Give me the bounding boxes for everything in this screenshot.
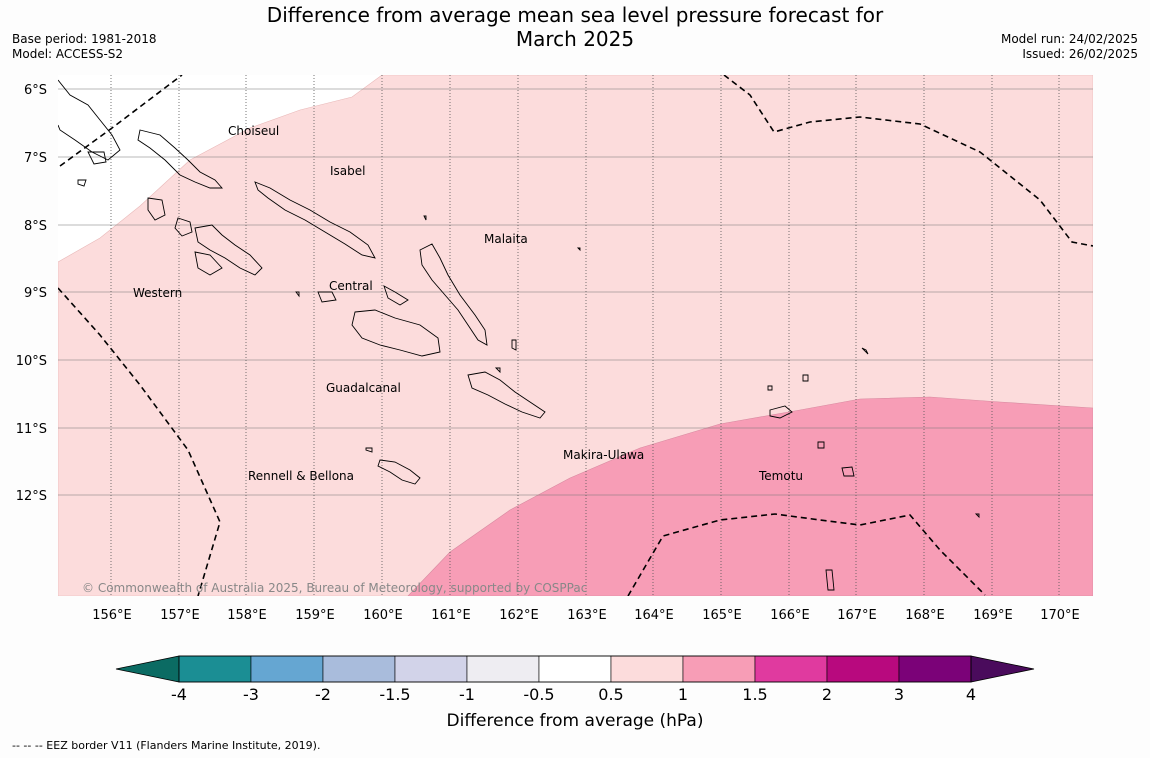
map-title: Difference from average mean sea level p… bbox=[240, 3, 910, 51]
rennell-island bbox=[365, 447, 421, 485]
colorbar-cell bbox=[826, 655, 900, 683]
colorbar-tick-label: 3 bbox=[894, 685, 904, 704]
colorbar: -4 -3 -2 -1.5 -1 -0.5 0.5 1 1.5 2 3 4 Difference fr… bbox=[115, 655, 1035, 731]
lon-label: 158°E bbox=[227, 608, 267, 623]
base-period: Base period: 1981-2018 bbox=[12, 32, 157, 46]
colorbar-extend-left bbox=[115, 655, 180, 683]
lon-label: 170°E bbox=[1040, 608, 1080, 623]
colorbar-cell bbox=[322, 655, 396, 683]
lon-label: 157°E bbox=[160, 608, 200, 623]
colorbar-cell bbox=[178, 655, 252, 683]
region-label-malaita: Malaita bbox=[484, 232, 528, 246]
colorbar-tick-label: 4 bbox=[966, 685, 976, 704]
lat-label: 7°S bbox=[24, 151, 47, 166]
eez-footnote: -- -- -- EEZ border V11 (Flanders Marine… bbox=[12, 739, 321, 752]
lon-label: 164°E bbox=[634, 608, 674, 623]
lon-label: 161°E bbox=[431, 608, 471, 623]
santa-cruz-islands bbox=[295, 215, 980, 591]
colorbar-cell bbox=[610, 655, 684, 683]
lon-label: 166°E bbox=[770, 608, 810, 623]
colorbar-cell bbox=[250, 655, 324, 683]
colorbar-cell bbox=[898, 655, 972, 683]
colorbar-title: Difference from average (hPa) bbox=[447, 711, 704, 731]
eez-borders bbox=[58, 75, 1093, 596]
lon-label: 168°E bbox=[905, 608, 945, 623]
region-label-makira-ulawa: Makira-Ulawa bbox=[563, 448, 644, 462]
colorbar-tick-label: -1.5 bbox=[379, 685, 410, 704]
lat-label: 12°S bbox=[16, 489, 47, 504]
region-label-isabel: Isabel bbox=[330, 164, 365, 178]
lat-label: 9°S bbox=[24, 286, 47, 301]
colorbar-tick-label: 0.5 bbox=[598, 685, 623, 704]
lat-label: 8°S bbox=[24, 219, 47, 234]
lon-label: 167°E bbox=[837, 608, 877, 623]
guadalcanal-island bbox=[351, 309, 441, 357]
region-labels: Choiseul Isabel Malaita Western Central … bbox=[133, 124, 803, 483]
lon-label: 156°E bbox=[92, 608, 132, 623]
map-area: Choiseul Isabel Malaita Western Central … bbox=[58, 75, 1093, 596]
map-figure: Choiseul Isabel Malaita Western Central … bbox=[16, 75, 1093, 731]
title-line-2: March 2025 bbox=[515, 27, 635, 51]
lon-label: 160°E bbox=[363, 608, 403, 623]
lon-label: 169°E bbox=[973, 608, 1013, 623]
meta-left: Base period: 1981-2018 Model: ACCESS-S2 bbox=[12, 32, 157, 62]
colorbar-tick-label: -3 bbox=[243, 685, 259, 704]
region-label-rennell-bellona: Rennell & Bellona bbox=[248, 469, 354, 483]
choiseul-island bbox=[137, 129, 223, 189]
meta-right: Model run: 24/02/2025 Issued: 26/02/2025 bbox=[1001, 32, 1138, 62]
isabel-island bbox=[254, 181, 376, 259]
colorbar-tick-label: 2 bbox=[822, 685, 832, 704]
lat-label: 11°S bbox=[16, 422, 47, 437]
issued-date: Issued: 26/02/2025 bbox=[1022, 47, 1138, 61]
region-label-western: Western bbox=[133, 286, 182, 300]
colorbar-cell bbox=[394, 655, 468, 683]
region-label-choiseul: Choiseul bbox=[228, 124, 279, 138]
lat-gridlines bbox=[58, 88, 1093, 496]
colorbar-tick-label: -0.5 bbox=[523, 685, 554, 704]
model-run: Model run: 24/02/2025 bbox=[1000, 32, 1138, 46]
colorbar-cell bbox=[466, 655, 540, 683]
lon-label: 163°E bbox=[567, 608, 607, 623]
colorbar-tick-label: 1.5 bbox=[742, 685, 767, 704]
longitude-labels: 156°E 157°E 158°E 159°E 160°E 161°E 162°… bbox=[92, 608, 1080, 623]
makira-island bbox=[467, 339, 546, 419]
colorbar-cell bbox=[682, 655, 756, 683]
lon-label: 165°E bbox=[702, 608, 742, 623]
new-georgia-group bbox=[147, 197, 263, 276]
copyright-notice: © Commonwealth of Australia 2025, Bureau… bbox=[82, 581, 587, 595]
islands bbox=[58, 79, 980, 591]
bougainville-island bbox=[58, 79, 121, 161]
colorbar-tick-label: -2 bbox=[315, 685, 331, 704]
vella-lavella bbox=[77, 151, 107, 187]
colorbar-tick-label: -1 bbox=[459, 685, 475, 704]
lon-label: 162°E bbox=[499, 608, 539, 623]
colorbar-cell bbox=[754, 655, 828, 683]
colorbar-tick-label: 1 bbox=[678, 685, 688, 704]
latitude-labels: 6°S 7°S 8°S 9°S 10°S 11°S 12°S bbox=[16, 83, 47, 504]
region-label-temotu: Temotu bbox=[758, 469, 803, 483]
model-name: Model: ACCESS-S2 bbox=[12, 47, 124, 61]
title-line-1: Difference from average mean sea level p… bbox=[266, 3, 884, 27]
lat-label: 10°S bbox=[16, 354, 47, 369]
florida-islands bbox=[317, 285, 409, 306]
region-label-guadalcanal: Guadalcanal bbox=[326, 381, 401, 395]
region-label-central: Central bbox=[329, 279, 373, 293]
colorbar-cell bbox=[538, 655, 612, 683]
lat-label: 6°S bbox=[24, 83, 47, 98]
colorbar-tick-label: -4 bbox=[171, 685, 187, 704]
malaita-island bbox=[419, 243, 488, 346]
pressure-band-pink bbox=[407, 396, 1093, 596]
colorbar-extend-right bbox=[970, 655, 1035, 683]
lon-label: 159°E bbox=[295, 608, 335, 623]
